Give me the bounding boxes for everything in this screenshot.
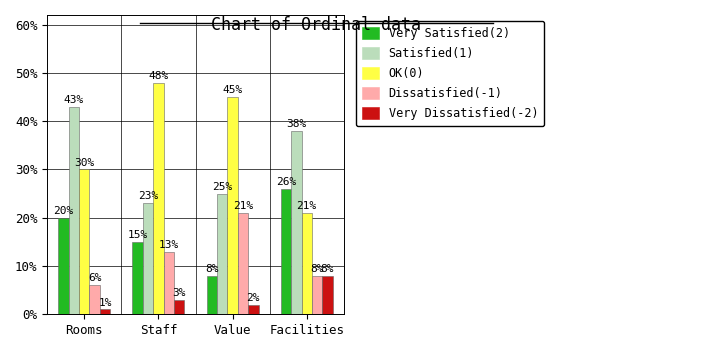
Text: 13%: 13%	[159, 240, 179, 250]
Text: 30%: 30%	[74, 158, 94, 168]
Bar	[143, 203, 153, 314]
Bar	[248, 304, 259, 314]
Text: 25%: 25%	[212, 182, 232, 192]
Bar	[280, 189, 291, 314]
Text: 2%: 2%	[247, 293, 260, 303]
Text: 26%: 26%	[276, 177, 296, 187]
Text: 48%: 48%	[148, 71, 168, 81]
Bar	[206, 276, 217, 314]
Text: 15%: 15%	[127, 230, 148, 240]
Text: 8%: 8%	[205, 264, 219, 274]
Bar	[79, 169, 89, 314]
Bar	[238, 213, 248, 314]
Bar	[58, 218, 69, 314]
Text: 6%: 6%	[88, 274, 101, 283]
Bar	[174, 300, 184, 314]
Bar	[217, 194, 227, 314]
Text: 8%: 8%	[321, 264, 334, 274]
Text: 3%: 3%	[173, 288, 186, 298]
Text: 21%: 21%	[297, 201, 317, 211]
Bar	[291, 131, 301, 314]
Bar	[322, 276, 333, 314]
Bar	[153, 83, 164, 314]
Text: Chart of Ordinal data: Chart of Ordinal data	[211, 16, 421, 34]
Bar	[301, 213, 312, 314]
Bar	[164, 252, 174, 314]
Bar	[69, 107, 79, 314]
Text: 21%: 21%	[233, 201, 253, 211]
Bar	[100, 309, 110, 314]
Text: 45%: 45%	[222, 85, 243, 95]
Text: 20%: 20%	[53, 206, 73, 216]
Bar	[227, 97, 238, 314]
Bar	[89, 285, 100, 314]
Text: 43%: 43%	[64, 95, 84, 105]
Text: 38%: 38%	[286, 119, 306, 129]
Text: 1%: 1%	[99, 297, 111, 308]
Text: 8%: 8%	[311, 264, 324, 274]
Bar	[312, 276, 322, 314]
Legend: Very Satisfied(2), Satisfied(1), OK(0), Dissatisfied(-1), Very Dissatisfied(-2): Very Satisfied(2), Satisfied(1), OK(0), …	[356, 21, 544, 126]
Text: 23%: 23%	[138, 191, 158, 201]
Bar	[132, 242, 143, 314]
